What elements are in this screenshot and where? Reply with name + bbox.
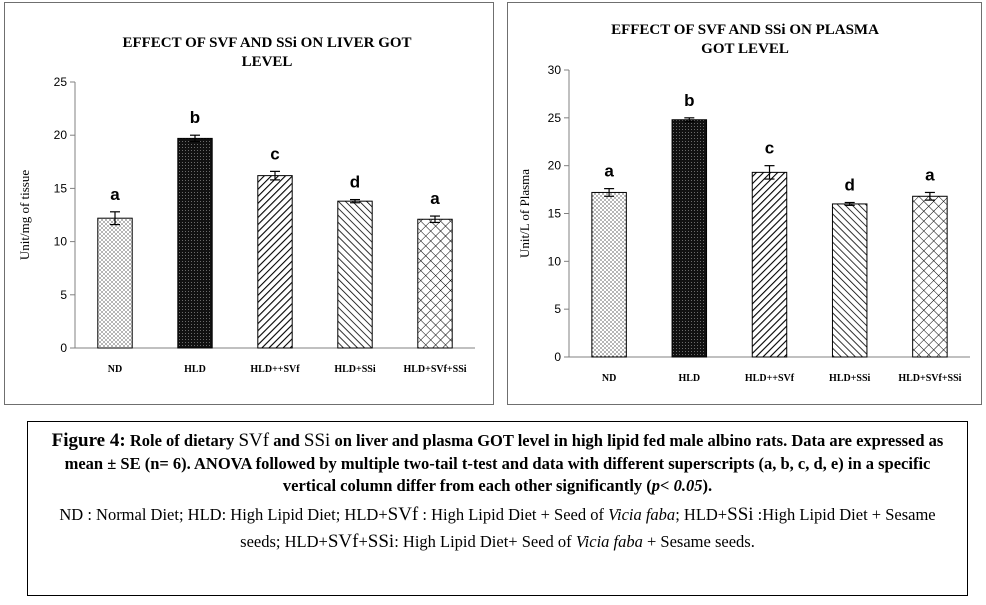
bar (591, 191, 627, 358)
y-axis-label: Unit/mg of tissue (17, 170, 32, 261)
caption-text-1: Role of dietary (125, 431, 239, 450)
caption-text-4: < (660, 475, 674, 495)
significance-letter: c (270, 144, 279, 163)
legend-text-4: :High Lipid Diet + Sesame seeds; HLD+ (240, 504, 936, 552)
bar (337, 200, 373, 349)
x-category-label: HLD++SVf (745, 373, 795, 384)
x-category-label: HLD+SSi (334, 364, 375, 375)
plasma-got-chart-panel: EFFECT OF SVF AND SSi ON PLASMA GOT LEVEL… (507, 2, 982, 405)
legend-ssi-2: SSi (367, 531, 395, 553)
x-category-label: HLD (184, 364, 206, 375)
y-axis-label: Unit/L of Plasma (517, 169, 532, 258)
error-bar (350, 198, 360, 204)
chart-title-line: EFFECT OF SVF AND SSi ON LIVER GOT (122, 35, 411, 51)
figure-label: Figure 4: (51, 430, 126, 451)
error-bar (110, 211, 120, 226)
y-tick-label: 10 (54, 235, 68, 249)
x-category-label: HLD++SVf (250, 364, 300, 375)
chart-title-line: EFFECT OF SVF AND SSi ON PLASMA (611, 22, 879, 38)
bar (751, 171, 788, 358)
bar (257, 175, 293, 349)
figure-caption: Figure 4: Role of dietary SVf and SSi on… (27, 421, 968, 596)
caption-abbreviation-legend: ND : Normal Diet; HLD: High Lipid Diet; … (38, 501, 957, 556)
significance-letter: a (110, 185, 120, 204)
significance-letter: a (925, 165, 935, 184)
caption-text-2: and (269, 431, 304, 450)
caption-text-3: on liver and plasma GOT level in high li… (64, 431, 944, 495)
y-tick-label: 10 (548, 254, 562, 268)
y-tick-label: 25 (54, 75, 68, 89)
chart-title-line: LEVEL (242, 54, 293, 70)
liver-got-chart-panel: EFFECT OF SVF AND SSi ON LIVER GOT LEVEL U… (4, 2, 494, 405)
x-category-label: HLD+SVf+SSi (898, 373, 961, 384)
caption-ssi: SSi (303, 430, 331, 451)
y-tick-label: 0 (60, 341, 67, 355)
x-category-label: ND (602, 373, 616, 384)
significance-letter: a (604, 162, 614, 181)
y-tick-label: 15 (548, 207, 562, 221)
y-tick-label: 0 (554, 350, 561, 364)
caption-text-5: ). (702, 475, 713, 495)
significance-letter: b (190, 108, 200, 127)
bar (912, 195, 948, 358)
caption-p-symbol: p (651, 475, 661, 495)
significance-letter: d (845, 175, 855, 194)
bar (177, 137, 213, 349)
legend-plus: + (358, 532, 368, 552)
bar (97, 217, 133, 349)
x-category-label: HLD+SSi (829, 373, 870, 384)
x-category-label: HLD (678, 373, 700, 384)
y-tick-label: 15 (54, 181, 68, 195)
error-bar (430, 215, 440, 224)
bar (831, 203, 868, 358)
bar (417, 218, 453, 349)
x-category-label: HLD+SVf+SSi (403, 364, 466, 375)
legend-text-6: + Sesame seeds. (642, 532, 755, 552)
legend-text-5: : High Lipid Diet+ Seed of (394, 532, 576, 552)
error-bar (764, 165, 775, 180)
y-tick-label: 5 (60, 288, 67, 302)
caption-main-text: Figure 4: Role of dietary SVf and SSi on… (38, 428, 957, 497)
error-bar (684, 117, 695, 123)
significance-letter: c (765, 139, 774, 158)
chart-title-line: GOT LEVEL (701, 41, 789, 57)
y-tick-label: 30 (548, 63, 562, 77)
x-category-label: ND (108, 364, 122, 375)
legend-svf-2: SVf (327, 531, 359, 553)
caption-svf: SVf (238, 430, 270, 451)
error-bar (844, 201, 855, 206)
y-tick-label: 25 (548, 111, 562, 125)
y-tick-label: 20 (54, 128, 68, 142)
caption-p-value: 0.05 (673, 475, 703, 495)
error-bar (604, 188, 615, 197)
plasma-got-chart: EFFECT OF SVF AND SSi ON PLASMA GOT LEVEL… (517, 22, 970, 384)
bar (671, 119, 708, 358)
y-tick-label: 20 (548, 159, 562, 173)
legend-text-3: ; HLD+ (675, 504, 728, 524)
legend-vicia-faba-1: Vicia faba (608, 504, 676, 524)
error-bar (924, 191, 935, 201)
significance-letter: a (430, 189, 440, 208)
significance-letter: b (684, 91, 694, 110)
legend-ssi-1: SSi (727, 503, 754, 525)
legend-text-1: ND : Normal Diet; HLD: High Lipid Diet; … (59, 504, 388, 524)
y-tick-label: 5 (554, 302, 561, 316)
legend-text-2: : High Lipid Diet + Seed of (418, 504, 609, 524)
significance-letter: d (350, 173, 360, 192)
error-bar (270, 170, 280, 181)
legend-vicia-faba-2: Vicia faba (575, 532, 643, 552)
legend-svf-1: SVf (387, 503, 419, 525)
error-bar (190, 134, 200, 143)
liver-got-chart: EFFECT OF SVF AND SSi ON LIVER GOT LEVEL U… (17, 35, 475, 375)
